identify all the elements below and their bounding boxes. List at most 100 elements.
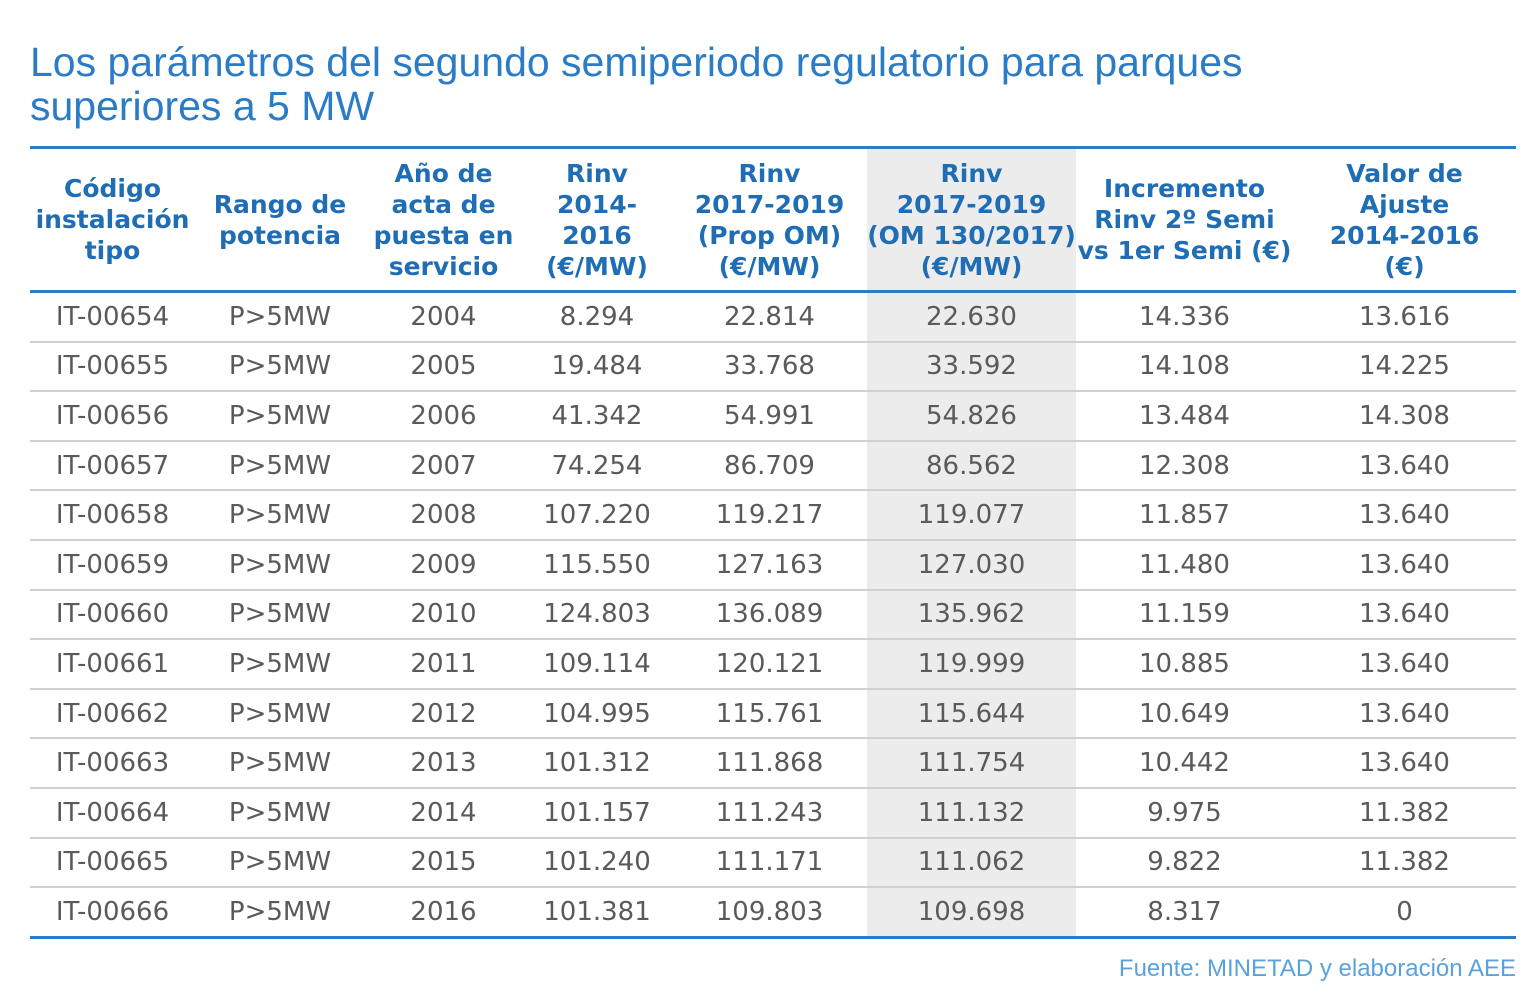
table-cell: IT-00656 (30, 391, 195, 442)
table-cell: 104.995 (522, 688, 672, 740)
header-line: Rinv (940, 158, 1003, 188)
header-line: puesta en (373, 220, 514, 250)
table-cell: 109.698 (867, 887, 1076, 939)
header-line: Código (63, 174, 162, 203)
table-cell: IT-00657 (30, 440, 195, 492)
table-cell: 2004 (365, 291, 522, 343)
header-cell: Valor de Ajuste 2014-2016 (€) (1293, 146, 1516, 293)
header-line: (€) (1384, 251, 1425, 281)
table-row: IT-00666 P>5MW 2016 101.381 109.803 109.698 8.… (30, 887, 1516, 939)
header-line: 2017-2019 (896, 189, 1047, 219)
source: Fuente: MINETAD y elaboración AEE (1118, 955, 1516, 982)
table-cell: 2010 (365, 589, 522, 641)
table-header: Código instalación tipo Rango de potencia Año… (30, 146, 1516, 293)
table-cell: IT-00661 (30, 639, 195, 690)
data-table: Código instalación tipo Rango de potencia Año… (30, 146, 1516, 939)
header-line: servicio (388, 251, 499, 281)
table-cell: P>5MW (195, 341, 365, 393)
table-cell: 127.030 (867, 539, 1076, 591)
table-cell: 10.442 (1076, 738, 1293, 789)
table-cell: 11.382 (1293, 837, 1516, 889)
table-cell: 2016 (365, 887, 522, 939)
header-cell: Rinv 2017-2019 (Prop OM) (€/MW) (672, 146, 867, 293)
header-line: 2016 (562, 220, 632, 250)
table-cell: 111.754 (867, 738, 1076, 789)
table-cell: 13.640 (1293, 440, 1516, 492)
table-cell: 33.592 (867, 341, 1076, 393)
table-cell: 10.649 (1076, 688, 1293, 740)
table-cell: 109.803 (672, 887, 867, 939)
table-cell: 124.803 (522, 589, 672, 641)
table-row: IT-00654 P>5MW 2004 8.294 22.814 22.630 14.336… (30, 291, 1516, 343)
table-cell: 54.826 (867, 391, 1076, 442)
table-cell: 135.962 (867, 589, 1076, 641)
table-cell: 136.089 (672, 589, 867, 641)
table-cell: 13.484 (1076, 391, 1293, 442)
table-cell: 8.294 (522, 291, 672, 343)
table-cell: 12.308 (1076, 440, 1293, 492)
table-cell: 86.562 (867, 440, 1076, 492)
table-cell: IT-00660 (30, 589, 195, 641)
table-cell: 13.640 (1293, 589, 1516, 641)
table-cell: 86.709 (672, 440, 867, 492)
header-line: potencia (218, 220, 342, 250)
table-cell: P>5MW (195, 787, 365, 839)
header-line: (€/MW) (920, 251, 1023, 281)
header-line: Año de (394, 158, 493, 188)
table-cell: 101.240 (522, 837, 672, 889)
table-row: IT-00662 P>5MW 2012 104.995 115.761 115.644 10… (30, 688, 1516, 740)
table-cell: 22.630 (867, 291, 1076, 343)
header-line: (€/MW) (718, 251, 821, 281)
header-line: Incremento (1103, 174, 1266, 203)
header-cell: Código instalación tipo (30, 146, 195, 293)
header-line: (€/MW) (546, 251, 648, 281)
table-cell: IT-00659 (30, 539, 195, 591)
table-cell: P>5MW (195, 589, 365, 641)
header-line: (Prop OM) (697, 220, 842, 250)
table-cell: 2007 (365, 440, 522, 492)
table-row: IT-00660 P>5MW 2010 124.803 136.089 135.962 11… (30, 589, 1516, 641)
table-cell: 119.999 (867, 639, 1076, 690)
header-line: 2014-2016 (1329, 220, 1480, 250)
table-cell: P>5MW (195, 490, 365, 541)
table-cell: IT-00666 (30, 887, 195, 939)
table-row: IT-00661 P>5MW 2011 109.114 120.121 119.999 10… (30, 639, 1516, 690)
table-cell: 22.814 (672, 291, 867, 343)
table-row: IT-00658 P>5MW 2008 107.220 119.217 119.077 11… (30, 490, 1516, 541)
table-cell: 2008 (365, 490, 522, 541)
table-cell: IT-00662 (30, 688, 195, 740)
table-cell: 33.768 (672, 341, 867, 393)
table-cell: 0 (1293, 887, 1516, 939)
table-cell: IT-00665 (30, 837, 195, 889)
table-cell: 107.220 (522, 490, 672, 541)
table-cell: 109.114 (522, 639, 672, 690)
header-line: 2017-2019 (694, 189, 845, 219)
table-cell: 13.640 (1293, 639, 1516, 690)
table-cell: IT-00663 (30, 738, 195, 789)
table-row: IT-00659 P>5MW 2009 115.550 127.163 127.030 11… (30, 539, 1516, 591)
table-cell: 119.077 (867, 490, 1076, 541)
table-cell: 101.381 (522, 887, 672, 939)
table-cell: 2006 (365, 391, 522, 442)
table-cell: 41.342 (522, 391, 672, 442)
table-cell: 11.159 (1076, 589, 1293, 641)
table-cell: P>5MW (195, 688, 365, 740)
table-cell: 13.640 (1293, 539, 1516, 591)
table-cell: 11.857 (1076, 490, 1293, 541)
header-cell: Año de acta de puesta en servicio (365, 146, 522, 293)
table-cell: 9.975 (1076, 787, 1293, 839)
table-cell: P>5MW (195, 539, 365, 591)
table-cell: 115.644 (867, 688, 1076, 740)
table-cell: 54.991 (672, 391, 867, 442)
table-cell: 2009 (365, 539, 522, 591)
table-cell: IT-00658 (30, 490, 195, 541)
table-cell: 10.885 (1076, 639, 1293, 690)
table-cell: P>5MW (195, 738, 365, 789)
header-line: acta de (391, 189, 496, 219)
header-cell: Incremento Rinv 2º Semi vs 1er Semi (€) (1076, 146, 1293, 293)
header-line: Rinv (738, 158, 801, 188)
header-line: Ajuste (1359, 189, 1450, 219)
table-cell: 101.157 (522, 787, 672, 839)
table-row: IT-00664 P>5MW 2014 101.157 111.243 111.132 9.… (30, 787, 1516, 839)
